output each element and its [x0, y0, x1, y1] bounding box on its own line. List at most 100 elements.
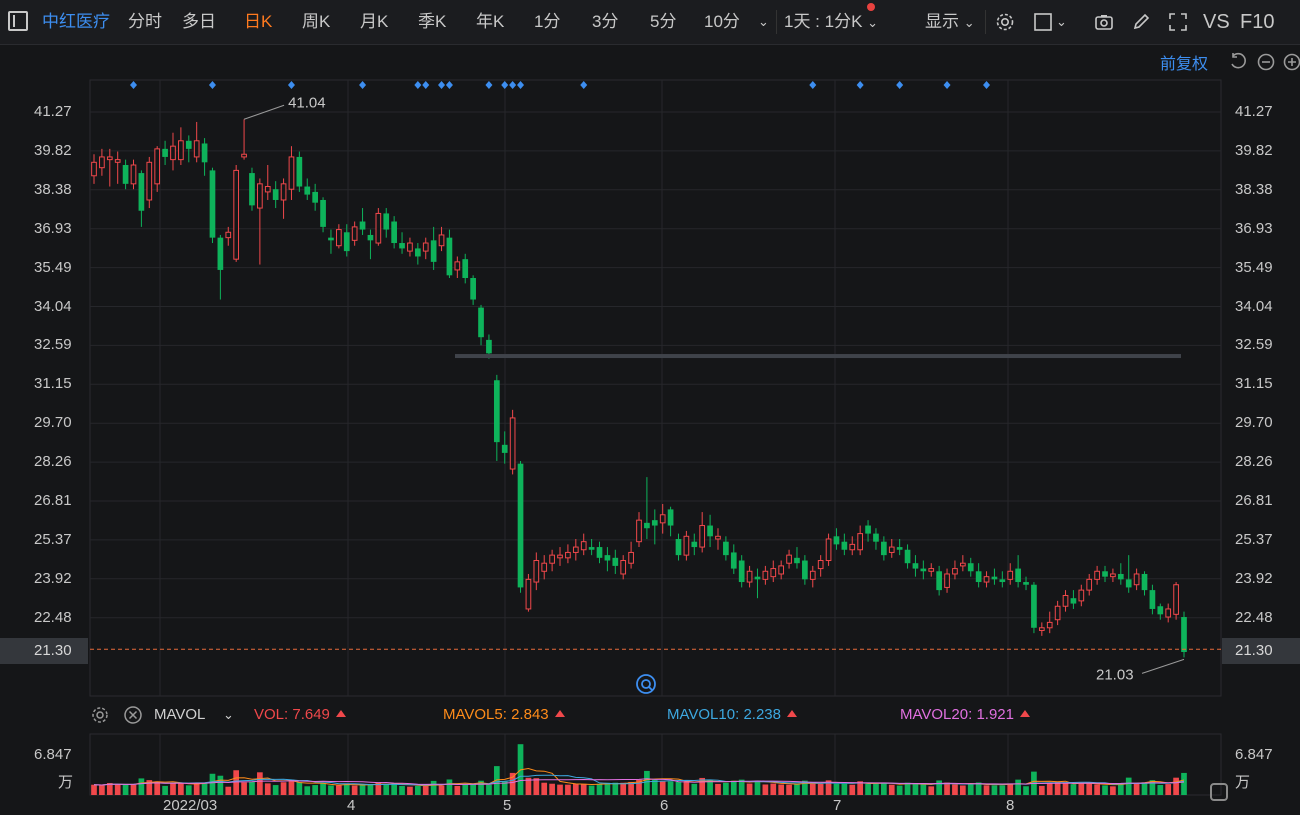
event-marker [983, 81, 991, 89]
candle-body-down [723, 541, 729, 556]
mavol20-value: MAVOL20: 1.921 [900, 706, 1030, 723]
volume-bar-down [1070, 784, 1077, 795]
chevron-down-icon[interactable]: ⌄ [1056, 14, 1067, 29]
x-tick-label: 7 [833, 797, 842, 814]
reset-icon[interactable] [1228, 52, 1248, 72]
volume-bar-down [730, 780, 737, 795]
candle-body-up [438, 234, 445, 247]
candle-body-up [778, 565, 785, 575]
volume-bar-down [470, 783, 476, 795]
fullscreen-icon[interactable] [1168, 12, 1188, 32]
y-tick-r: 38.38 [1235, 180, 1273, 198]
indicator-select[interactable]: MAVOL ⌄ [154, 706, 234, 723]
tab-5[interactable]: 季K [418, 12, 447, 31]
volume-bar-down [754, 780, 761, 795]
vs-button[interactable]: VS [1203, 11, 1230, 33]
event-marker [414, 81, 422, 89]
tab-2[interactable]: 日K [244, 12, 273, 31]
period-select[interactable]: 1天 : 1分K ⌄ [784, 0, 878, 44]
volume-bar-down [217, 775, 224, 795]
volume-bar-up [778, 784, 785, 795]
volume-bar-up [170, 783, 176, 795]
candle-body-down [833, 536, 840, 545]
candle-body-down [754, 576, 761, 580]
vol-label: VOL: [254, 706, 289, 723]
low-label: 21.03 [1096, 666, 1134, 683]
candle-body-up [99, 156, 105, 169]
chevron-down-icon[interactable]: ⌄ [758, 14, 769, 29]
camera-icon[interactable] [1094, 12, 1114, 32]
locate-icon[interactable] [635, 673, 657, 695]
candle-body-down [644, 522, 650, 529]
f10-button[interactable]: F10 [1240, 11, 1275, 33]
candle-body-down [691, 541, 698, 548]
candle-body-up [770, 568, 777, 578]
tab-3[interactable]: 周K [302, 12, 331, 31]
tab-0[interactable]: 分时 [128, 12, 162, 31]
volume-bar-down [414, 785, 421, 795]
candle-body-down [209, 170, 216, 238]
volume-bar-down [967, 784, 974, 795]
candle-body-up [541, 562, 548, 572]
candle-body-up [786, 554, 792, 564]
volume-bar-up [114, 784, 121, 795]
candle-body-up [170, 145, 176, 161]
candle-body-down [217, 237, 224, 270]
mavol10-label: MAVOL10: [667, 706, 740, 723]
volume-bar-up [952, 784, 958, 795]
y-tick-l: 35.49 [34, 258, 72, 276]
stock-name[interactable]: 中红医疗 [42, 12, 110, 31]
pen-icon[interactable] [1131, 12, 1151, 32]
volume-bar-down [936, 780, 942, 795]
event-marker [208, 81, 216, 89]
volume-bar-up [959, 785, 966, 795]
zoom-out-icon[interactable] [1256, 52, 1276, 72]
volume-bar-up [944, 782, 950, 795]
candle-body-up [280, 183, 287, 201]
tab-6[interactable]: 年K [476, 12, 505, 31]
arrow-up-icon [335, 710, 346, 717]
candle-body-up [233, 169, 240, 260]
volume-bar-down [209, 773, 216, 795]
gear-icon[interactable] [90, 705, 110, 725]
close-icon[interactable] [123, 705, 143, 725]
volume-bar-down [873, 783, 879, 795]
tab-4[interactable]: 月K [360, 12, 389, 31]
volume-bar-up [1133, 783, 1140, 795]
display-menu[interactable]: 显示 ⌄ [925, 0, 975, 44]
candle-body-up [849, 543, 856, 551]
volume-bar-down [367, 784, 374, 795]
candle-body-down [501, 444, 508, 453]
tab-9[interactable]: 5分 [650, 12, 677, 31]
gear-icon[interactable] [995, 12, 1015, 32]
tab-8[interactable]: 3分 [592, 12, 619, 31]
tab-7[interactable]: 1分 [534, 12, 561, 31]
volume-bar-down [723, 782, 729, 795]
volume-bar-down [999, 785, 1006, 795]
arrow-up-icon [1019, 710, 1030, 717]
volume-bar-up [178, 783, 184, 795]
volume-bar-down [328, 785, 334, 795]
sidebar-toggle-icon[interactable] [8, 11, 28, 31]
layout-icon[interactable] [1033, 12, 1053, 32]
y-tick-l: 36.93 [34, 219, 72, 237]
adjust-mode-button[interactable]: 前复权 [1159, 56, 1208, 73]
candle-body-down [478, 307, 484, 338]
volume-bar-up [106, 783, 113, 795]
x-tick-label: 8 [1006, 797, 1015, 814]
y-tick-r: 29.70 [1235, 414, 1273, 432]
tab-10[interactable]: 10分 [704, 12, 740, 31]
candle-body-up [257, 183, 263, 209]
candle-body-up [636, 519, 642, 543]
current-price-tag-right: 21.30 [1222, 638, 1300, 664]
volume-bar-down [312, 785, 319, 795]
tab-1[interactable]: 多日 [182, 12, 216, 31]
volume-bar-up [422, 786, 429, 795]
candle-body-up [178, 140, 184, 161]
candle-body-down [517, 463, 524, 588]
candle-body-down [991, 576, 998, 580]
volume-bar-up [130, 784, 137, 795]
volume-bar-down [185, 785, 192, 795]
volume-bar-down [1125, 777, 1132, 795]
